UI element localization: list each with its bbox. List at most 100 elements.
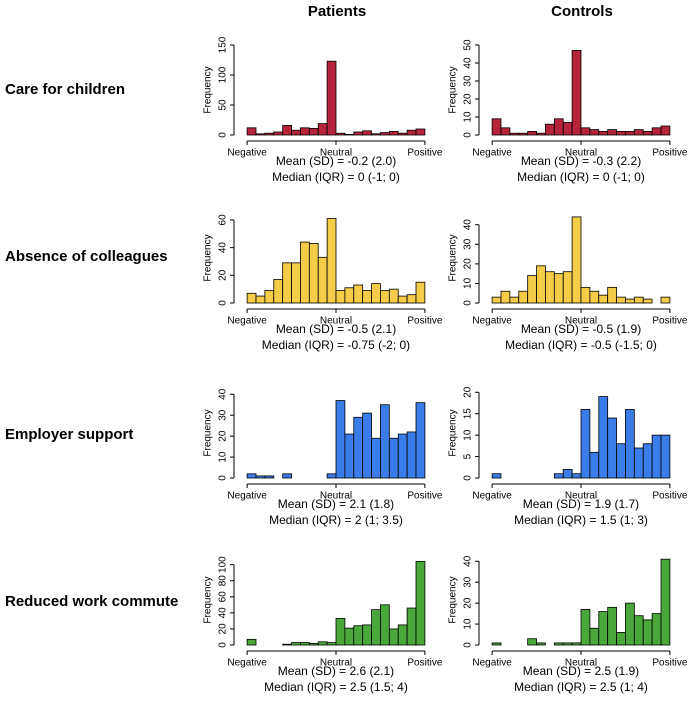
bar [580, 609, 591, 646]
bar [545, 271, 555, 304]
y-tick-label: 0 [463, 642, 474, 648]
bar [388, 628, 399, 646]
bar [642, 298, 653, 304]
bar [282, 473, 292, 479]
x-tick-label: Negative [472, 658, 512, 669]
bar [536, 642, 546, 646]
bar [415, 281, 426, 304]
y-tick-label: 60 [218, 214, 229, 226]
y-axis-label: Frequency [203, 66, 214, 113]
stats-note: Median (IQR) = 0 (-1; 0) [272, 170, 400, 184]
bar [518, 290, 529, 304]
bar [300, 127, 310, 136]
bar [291, 129, 301, 136]
stats-note: Mean (SD) = 2.5 (1.9) [523, 664, 639, 678]
column-header: Controls [551, 3, 613, 20]
y-tick-label: 60 [218, 591, 229, 603]
stats-note: Mean (SD) = 2.6 (2.1) [278, 664, 394, 678]
bar [246, 638, 257, 646]
bar [415, 402, 426, 479]
bar [353, 284, 364, 304]
y-tick-label: 20 [463, 386, 474, 398]
x-tick-label: Positive [652, 658, 687, 669]
bar [353, 416, 364, 479]
stats-note: Mean (SD) = -0.3 (2.2) [521, 154, 641, 168]
y-tick-label: 30 [463, 75, 474, 87]
bar [660, 296, 671, 304]
bar [500, 290, 511, 304]
y-tick-label: 50 [463, 39, 474, 51]
y-axis-label: Frequency [448, 234, 459, 281]
stats-note: Mean (SD) = -0.2 (2.0) [276, 154, 396, 168]
y-axis-label: Frequency [203, 409, 214, 456]
bar [326, 642, 337, 646]
y-tick-label: 40 [218, 242, 229, 254]
bar [571, 473, 582, 479]
y-axis-label: Frequency [203, 576, 214, 623]
bar [397, 624, 408, 646]
bar [362, 290, 372, 304]
bar [660, 125, 671, 136]
bar [633, 447, 644, 479]
stats-note: Mean (SD) = 2.1 (1.8) [278, 497, 394, 511]
y-tick-label: 40 [463, 57, 474, 69]
bar [291, 642, 301, 646]
y-tick-label: 15 [463, 408, 474, 420]
bar [633, 296, 644, 304]
bar [371, 437, 381, 479]
bar [282, 125, 292, 136]
bar [362, 412, 372, 479]
y-tick-label: 10 [463, 277, 474, 289]
x-tick-label: Positive [407, 148, 442, 159]
row-label: Absence of colleagues [5, 248, 168, 265]
bar [633, 615, 644, 646]
bar [308, 642, 319, 646]
y-tick-label: 50 [218, 99, 229, 111]
bar [660, 434, 671, 479]
bar [616, 130, 626, 136]
x-tick-label: Positive [652, 316, 687, 327]
x-tick-label: Negative [227, 658, 267, 669]
bar [344, 287, 355, 304]
y-tick-label: 20 [463, 258, 474, 270]
bar [273, 131, 284, 136]
row-label: Reduced work commute [5, 593, 178, 610]
y-tick-label: 5 [463, 453, 474, 459]
bar [598, 130, 609, 136]
bar [491, 118, 502, 136]
x-tick-label: Negative [227, 316, 267, 327]
bar [335, 290, 346, 304]
bar [527, 638, 537, 646]
bar [553, 118, 564, 136]
bar [255, 295, 266, 304]
bar [353, 131, 364, 136]
bar [571, 642, 582, 646]
bar [246, 127, 257, 136]
bar [406, 607, 417, 646]
bar [406, 431, 417, 479]
bar [660, 558, 671, 646]
bar [642, 130, 653, 136]
y-axis-label: Frequency [448, 576, 459, 623]
bar [616, 296, 626, 304]
stats-note: Mean (SD) = 1.9 (1.7) [523, 497, 639, 511]
bar [415, 561, 426, 646]
x-tick-label: Negative [472, 148, 512, 159]
bar [625, 602, 635, 646]
y-tick-label: 80 [218, 575, 229, 587]
bar [642, 443, 653, 479]
x-tick-label: Positive [652, 491, 687, 502]
x-tick-label: Neutral [565, 491, 597, 502]
y-tick-label: 0 [463, 132, 474, 138]
bar [264, 290, 275, 304]
bar [536, 132, 546, 136]
bar [589, 129, 600, 136]
bar [491, 473, 502, 479]
bar [571, 216, 582, 304]
y-tick-label: 30 [463, 238, 474, 250]
y-tick-label: 30 [463, 576, 474, 588]
y-tick-label: 10 [463, 618, 474, 630]
bar [553, 473, 564, 479]
stats-note: Mean (SD) = -0.5 (2.1) [276, 322, 396, 336]
